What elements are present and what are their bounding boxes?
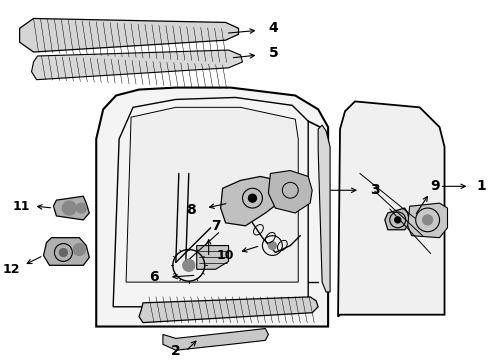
Text: 3: 3: [370, 183, 380, 197]
Polygon shape: [44, 238, 89, 265]
Polygon shape: [197, 246, 228, 269]
Polygon shape: [338, 102, 444, 317]
Polygon shape: [318, 125, 330, 292]
Circle shape: [395, 217, 401, 223]
Circle shape: [183, 260, 195, 271]
Circle shape: [76, 203, 86, 213]
Polygon shape: [31, 50, 243, 80]
Polygon shape: [139, 297, 318, 323]
Text: 10: 10: [217, 249, 234, 262]
Text: 12: 12: [3, 263, 21, 276]
Polygon shape: [96, 87, 328, 327]
Polygon shape: [385, 208, 410, 230]
Polygon shape: [113, 98, 308, 307]
Text: 6: 6: [149, 270, 159, 284]
Circle shape: [74, 244, 85, 256]
Polygon shape: [408, 203, 447, 238]
Polygon shape: [220, 176, 282, 226]
Circle shape: [248, 194, 256, 202]
Polygon shape: [20, 18, 239, 52]
Circle shape: [269, 242, 276, 249]
Text: 7: 7: [211, 219, 220, 233]
Text: 8: 8: [186, 203, 196, 217]
Text: 2: 2: [171, 344, 181, 358]
Circle shape: [62, 201, 76, 215]
Text: 11: 11: [13, 199, 30, 212]
Polygon shape: [53, 196, 89, 220]
Polygon shape: [163, 329, 269, 350]
Polygon shape: [126, 107, 298, 282]
Text: 1: 1: [476, 179, 486, 193]
Text: 5: 5: [269, 46, 278, 60]
Circle shape: [59, 248, 67, 256]
Circle shape: [423, 215, 433, 225]
Text: 4: 4: [269, 21, 278, 35]
Polygon shape: [269, 171, 312, 213]
Text: 9: 9: [430, 179, 440, 193]
